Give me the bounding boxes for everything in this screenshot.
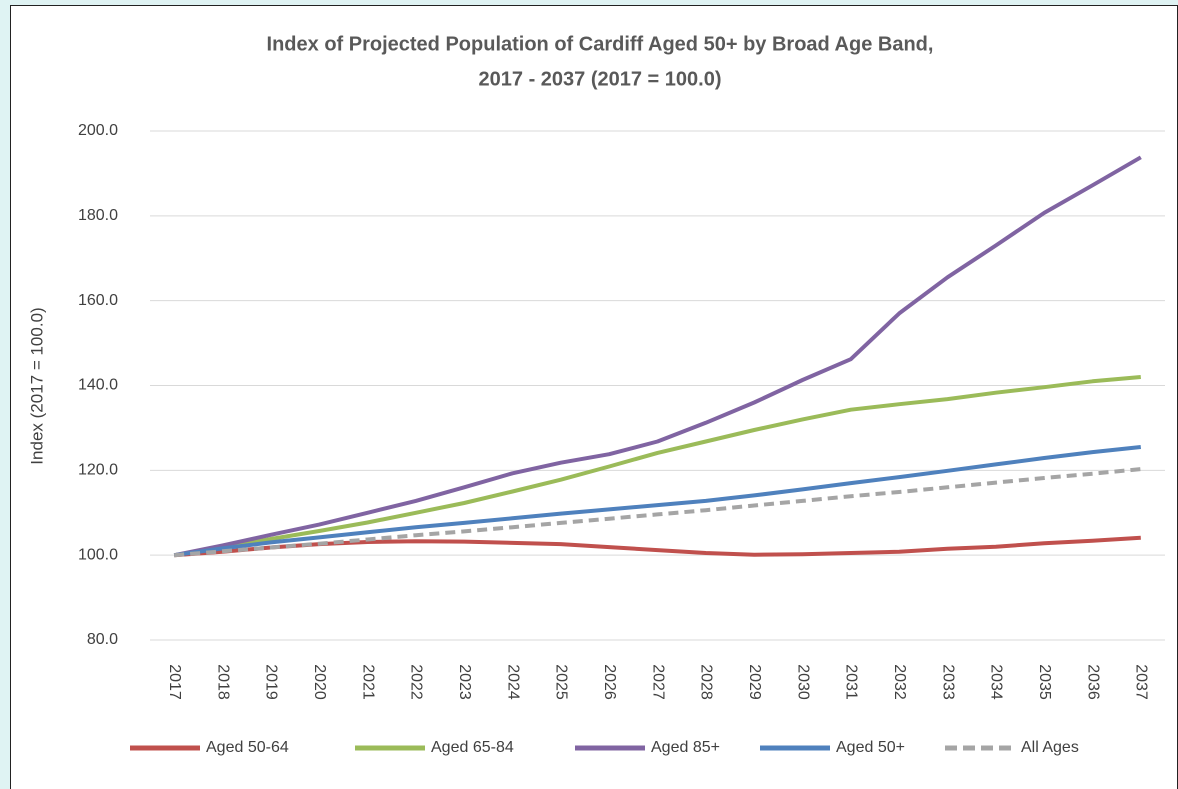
series-line xyxy=(173,445,1142,558)
x-tick-label: 2027 xyxy=(649,664,666,700)
y-tick-label: 100.0 xyxy=(78,546,118,563)
x-tick-label: 2029 xyxy=(746,664,763,700)
y-axis-label: Index (2017 = 100.0) xyxy=(27,307,46,464)
x-tick-label: 2023 xyxy=(456,664,473,700)
x-tick-label: 2025 xyxy=(553,664,570,700)
y-tick-label: 80.0 xyxy=(87,631,118,648)
x-tick-label: 2032 xyxy=(891,664,908,700)
x-tick-label: 2021 xyxy=(359,664,376,700)
x-tick-label: 2028 xyxy=(698,664,715,700)
x-tick-label: 2033 xyxy=(939,664,956,700)
y-tick-label: 140.0 xyxy=(78,377,118,394)
y-tick-label: 160.0 xyxy=(78,292,118,309)
y-tick-label: 200.0 xyxy=(78,122,118,139)
chart-title: 2017 - 2037 (2017 = 100.0) xyxy=(479,68,722,90)
x-tick-label: 2019 xyxy=(263,664,280,700)
y-tick-label: 120.0 xyxy=(78,462,118,479)
x-tick-label: 2030 xyxy=(794,664,811,700)
series-line xyxy=(174,467,1141,558)
x-tick-label: 2026 xyxy=(601,664,618,700)
x-tick-label: 2024 xyxy=(504,664,521,700)
chart-title: Index of Projected Population of Cardiff… xyxy=(267,33,934,55)
chart-frame xyxy=(10,5,1178,789)
x-tick-label: 2018 xyxy=(214,664,231,700)
y-tick-label: 180.0 xyxy=(78,207,118,224)
series-line xyxy=(173,155,1142,558)
legend-label: Aged 65-84 xyxy=(431,739,514,756)
x-tick-label: 2035 xyxy=(1036,664,1053,700)
legend-label: All Ages xyxy=(1021,739,1079,756)
x-tick-label: 2020 xyxy=(311,664,328,700)
x-tick-label: 2017 xyxy=(166,664,183,700)
legend-label: Aged 85+ xyxy=(651,739,720,756)
x-tick-label: 2031 xyxy=(843,664,860,700)
legend-label: Aged 50+ xyxy=(836,739,905,756)
x-tick-label: 2034 xyxy=(988,664,1005,700)
legend-label: Aged 50-64 xyxy=(206,739,289,756)
x-tick-label: 2022 xyxy=(408,664,425,700)
x-tick-label: 2036 xyxy=(1084,664,1101,700)
series-line xyxy=(173,375,1141,558)
x-tick-label: 2037 xyxy=(1133,664,1150,700)
